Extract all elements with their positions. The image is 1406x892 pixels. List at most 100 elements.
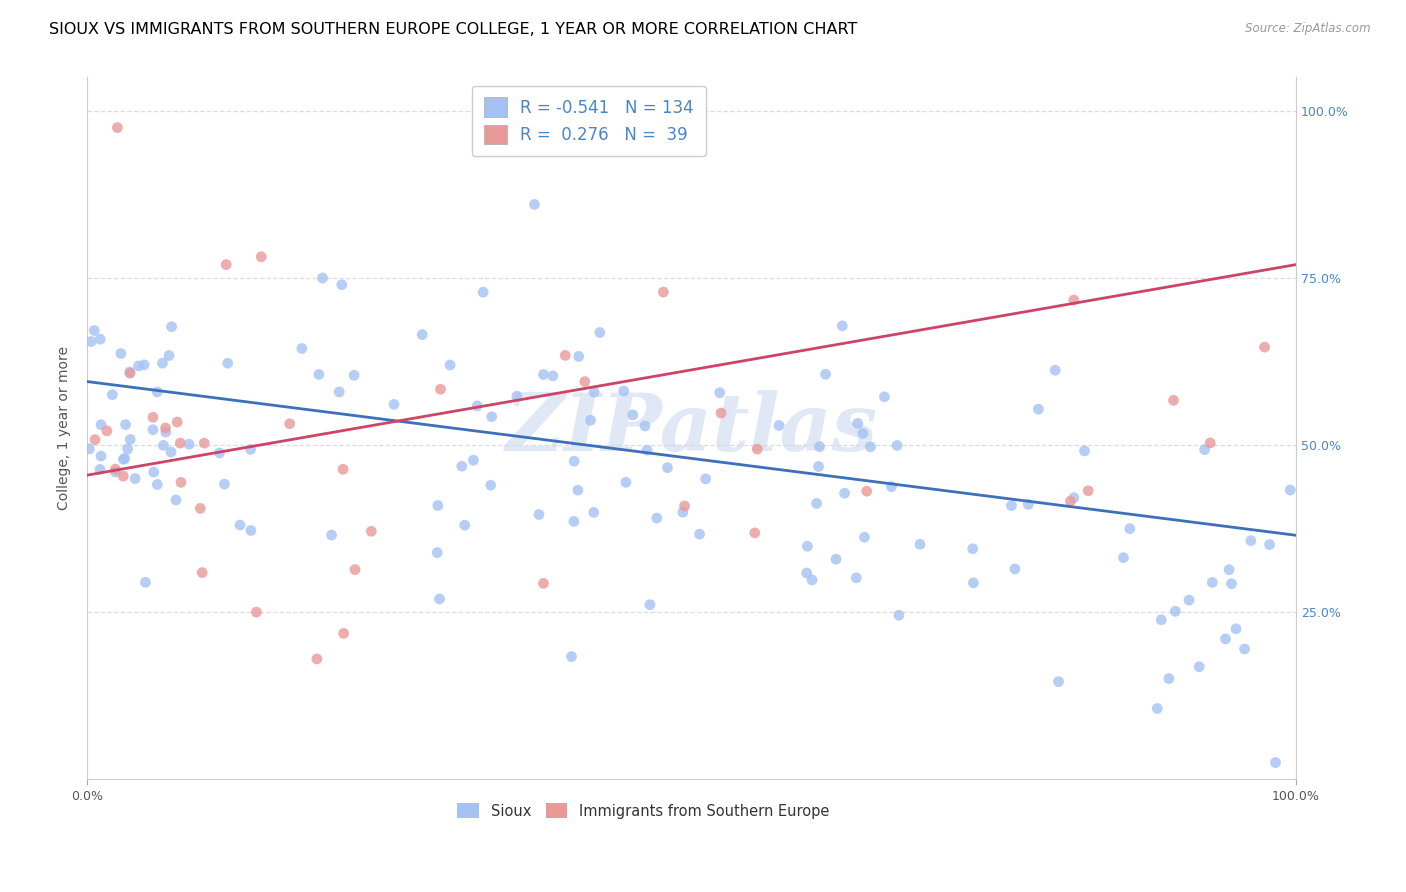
Point (560, 649, 582, 664)
Point (1220, 576, 1243, 591)
Point (1063, 491, 1085, 505)
Point (808, 440, 831, 454)
Point (768, 418, 790, 433)
Point (1073, 444, 1095, 458)
Point (328, 384, 350, 399)
Point (1047, 674, 1070, 689)
Point (80, 334, 103, 349)
Point (439, 358, 461, 372)
Point (321, 528, 343, 542)
Point (112, 452, 135, 467)
Point (360, 524, 382, 539)
Point (807, 459, 830, 474)
Point (104, 462, 127, 476)
Point (567, 483, 589, 498)
Point (79, 442, 101, 456)
Point (146, 384, 169, 399)
Point (229, 518, 252, 533)
Point (239, 524, 262, 538)
Point (1240, 533, 1263, 548)
Point (589, 326, 612, 340)
Point (855, 484, 877, 499)
Point (83, 324, 105, 338)
Point (170, 475, 193, 490)
Point (1194, 442, 1216, 457)
Point (621, 408, 644, 422)
Point (112, 469, 135, 483)
Legend: Sioux, Immigrants from Southern Europe: Sioux, Immigrants from Southern Europe (451, 797, 835, 824)
Point (90, 449, 112, 463)
Point (579, 413, 602, 427)
Point (344, 563, 367, 577)
Point (744, 525, 766, 540)
Point (1264, 756, 1286, 770)
Point (908, 537, 931, 551)
Point (582, 505, 605, 519)
Point (142, 423, 165, 437)
Point (1077, 483, 1099, 498)
Point (562, 454, 585, 468)
Point (527, 508, 550, 522)
Point (1178, 593, 1201, 607)
Point (291, 342, 314, 356)
Point (523, 197, 546, 211)
Point (429, 592, 451, 607)
Point (479, 478, 502, 492)
Point (962, 541, 984, 556)
Point (831, 318, 853, 333)
Point (834, 486, 856, 500)
Point (1215, 632, 1237, 646)
Point (166, 415, 188, 429)
Point (574, 375, 596, 389)
Point (142, 465, 165, 479)
Point (214, 477, 236, 491)
Point (152, 438, 174, 452)
Point (814, 368, 837, 382)
Point (672, 505, 695, 519)
Point (117, 442, 139, 456)
Point (217, 356, 239, 370)
Point (533, 368, 555, 382)
Point (1163, 393, 1185, 408)
Point (142, 410, 165, 425)
Point (330, 277, 353, 292)
Point (96, 424, 118, 438)
Point (114, 451, 136, 466)
Point (533, 576, 555, 591)
Point (114, 417, 136, 432)
Point (1043, 363, 1066, 377)
Point (1000, 499, 1022, 513)
Point (886, 438, 908, 452)
Point (710, 406, 733, 420)
Point (1063, 293, 1085, 307)
Point (1119, 522, 1142, 536)
Y-axis label: College, 1 year or more: College, 1 year or more (58, 346, 72, 510)
Point (962, 575, 984, 590)
Point (343, 368, 366, 383)
Point (887, 608, 910, 623)
Point (806, 496, 828, 510)
Point (305, 652, 328, 666)
Point (1146, 701, 1168, 715)
Point (1150, 613, 1173, 627)
Point (657, 460, 679, 475)
Point (426, 499, 449, 513)
Point (450, 459, 472, 474)
Point (453, 518, 475, 533)
Point (84, 433, 107, 447)
Point (120, 433, 142, 447)
Point (188, 501, 211, 516)
Point (165, 492, 187, 507)
Point (506, 389, 529, 403)
Point (852, 426, 875, 441)
Point (465, 399, 488, 413)
Point (1157, 672, 1180, 686)
Point (278, 417, 301, 431)
Point (128, 359, 150, 373)
Point (89, 462, 111, 476)
Point (382, 397, 405, 411)
Point (250, 250, 273, 264)
Point (1279, 483, 1302, 497)
Point (582, 385, 605, 400)
Point (308, 368, 330, 382)
